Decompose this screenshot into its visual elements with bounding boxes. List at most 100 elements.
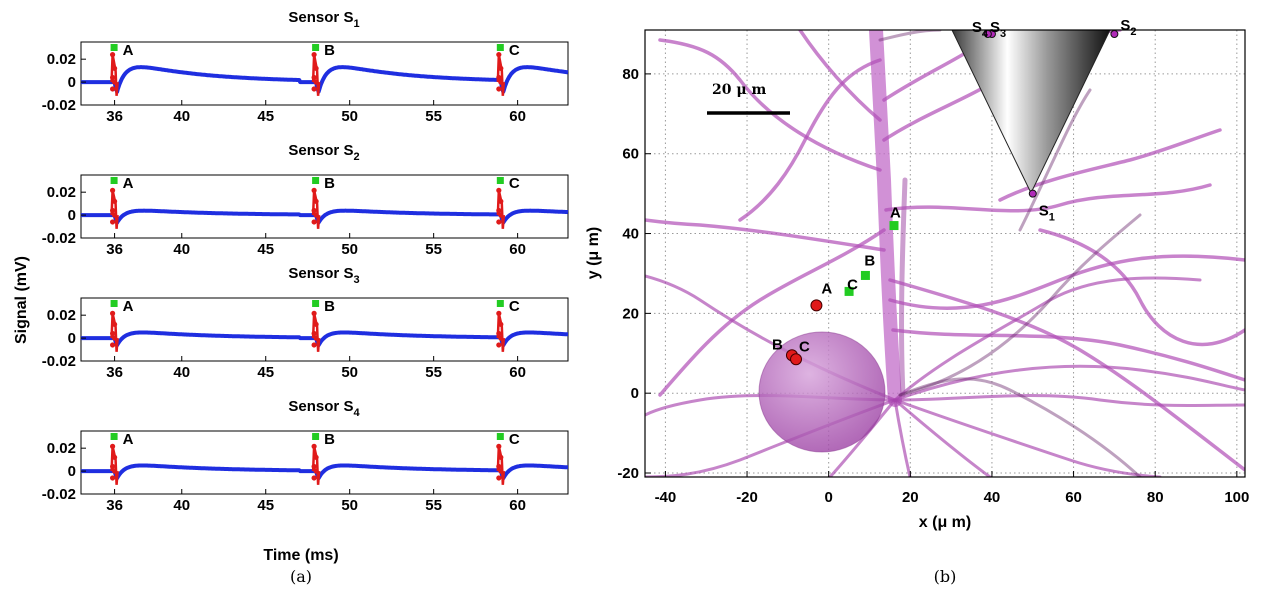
spike-sample-dot (109, 342, 116, 348)
subplot-title: Sensor S1 (288, 9, 359, 30)
apical-dendrite (869, 30, 902, 407)
y-tick-label: -0.02 (42, 353, 76, 370)
spike-sample-dot (109, 463, 116, 470)
spike-sample-dot (498, 65, 504, 71)
spike-sample-dot (111, 212, 118, 218)
subplot-1: Sensor S1 A B C 0.02 0 -0.02 36 40 45 50 55 60 (42, 9, 570, 125)
y-tick-label: 80 (622, 66, 639, 83)
spike-label: A (123, 431, 134, 448)
y-tick-label: -0.02 (42, 97, 76, 114)
spike-sample-dot (311, 187, 317, 193)
spike-sample-dot (111, 468, 118, 474)
x-tick-label: 60 (509, 364, 526, 381)
x-tick-label: 50 (341, 497, 358, 514)
spike-sample-dot (313, 212, 319, 218)
spike-C: C (496, 298, 520, 352)
scale-bar-label: 20 μ m (712, 82, 766, 98)
subplot-title: Sensor S4 (288, 398, 360, 419)
y-tick-label: 0 (68, 463, 76, 480)
sensor-dot (983, 29, 992, 38)
spike-sample-dot (313, 335, 319, 341)
y-tick-label: -0.02 (42, 230, 76, 247)
y-tick-label: -20 (617, 465, 639, 482)
spike-sample-dot (109, 475, 116, 481)
x-tick-label: 45 (257, 241, 274, 258)
spike-B: B (311, 175, 335, 229)
x-tick-label: 36 (106, 497, 123, 514)
x-tick-label: 45 (257, 497, 274, 514)
panel-a-ylabel: Signal (mV) (13, 256, 30, 344)
spike-sample-dot (496, 187, 502, 193)
y-tick-label: 0 (68, 330, 76, 347)
y-tick-label: 0.02 (47, 51, 76, 68)
panel-b-xlabel: x (μ m) (919, 514, 971, 531)
y-tick-label: 60 (622, 146, 639, 163)
x-tick-label: 45 (257, 364, 274, 381)
spike-sample-dot (496, 86, 502, 92)
x-tick-label: 80 (1147, 489, 1164, 506)
panel-b-ticks: -40 -20 0 20 40 60 80 100 80 60 40 20 0 -20 (617, 66, 1249, 506)
spike-sample-dot (311, 310, 317, 316)
x-tick-label: 40 (173, 497, 190, 514)
spike-A: A (109, 431, 134, 485)
neuron-morphology (645, 30, 1245, 477)
spike-sample-dot (313, 454, 319, 460)
spike-A: A (109, 298, 134, 352)
spike-sample-dot (109, 310, 116, 316)
panel-b-caption: (b) (934, 567, 957, 585)
spike-peak-marker (496, 177, 504, 184)
spike-peak-marker (496, 433, 504, 440)
subplot-title: Sensor S2 (288, 142, 359, 163)
estimated-source-label: B (864, 252, 875, 269)
spike-sample-dot (313, 321, 319, 327)
subplot-axes (80, 174, 569, 239)
spike-peak-marker (496, 300, 504, 307)
y-tick-label: 0.02 (47, 307, 76, 324)
true-source-label: A (821, 280, 832, 297)
spike-sample-dot (496, 219, 502, 225)
x-tick-label: 60 (1065, 489, 1082, 506)
estimated-source-B: B (860, 252, 875, 280)
spike-sample-dot (496, 207, 502, 214)
spike-B: B (311, 431, 335, 485)
spike-sample-dot (498, 198, 504, 204)
subplot-axes (80, 41, 569, 106)
spike-sample-dot (109, 443, 116, 449)
x-tick-label: 45 (257, 108, 274, 125)
spike-sample-dot (311, 86, 317, 92)
y-tick-label: -0.02 (42, 486, 76, 503)
x-tick-label: 20 (902, 489, 919, 506)
x-tick-label: 60 (509, 497, 526, 514)
panel-a-caption: (a) (290, 567, 312, 585)
spike-sample-dot (496, 475, 502, 481)
true-source-dot (810, 299, 823, 312)
estimated-source-A: A (889, 205, 901, 231)
spike-sample-dot (313, 198, 319, 204)
subplot-2: Sensor S2 A B C 0.02 0 -0.02 36 40 45 50 55 60 (42, 142, 570, 258)
spike-peak-marker (496, 44, 504, 51)
spike-peak-marker (110, 433, 118, 440)
y-tick-label: 0 (68, 74, 76, 91)
spike-sample-dot (311, 330, 317, 337)
spike-C: C (496, 42, 520, 96)
spike-sample-dot (313, 468, 319, 474)
spike-sample-dot (311, 475, 317, 481)
estimated-source-marker (860, 270, 870, 280)
sensor-dot (1028, 189, 1037, 198)
spike-label: B (324, 431, 335, 448)
spike-sample-dot (109, 52, 116, 58)
x-tick-label: 50 (341, 364, 358, 381)
subplot-4: Sensor S4 A B C 0.02 0 -0.02 36 40 45 50 55 60 (42, 398, 570, 514)
y-tick-label: 0 (631, 385, 639, 402)
spike-sample-dot (498, 79, 504, 85)
spike-peak-marker (312, 44, 320, 51)
spike-label: A (123, 175, 134, 192)
y-tick-label: 0 (68, 207, 76, 224)
signal-trace (79, 65, 570, 94)
spike-sample-dot (496, 342, 502, 348)
spike-sample-dot (109, 74, 116, 81)
spike-C: C (496, 431, 520, 485)
